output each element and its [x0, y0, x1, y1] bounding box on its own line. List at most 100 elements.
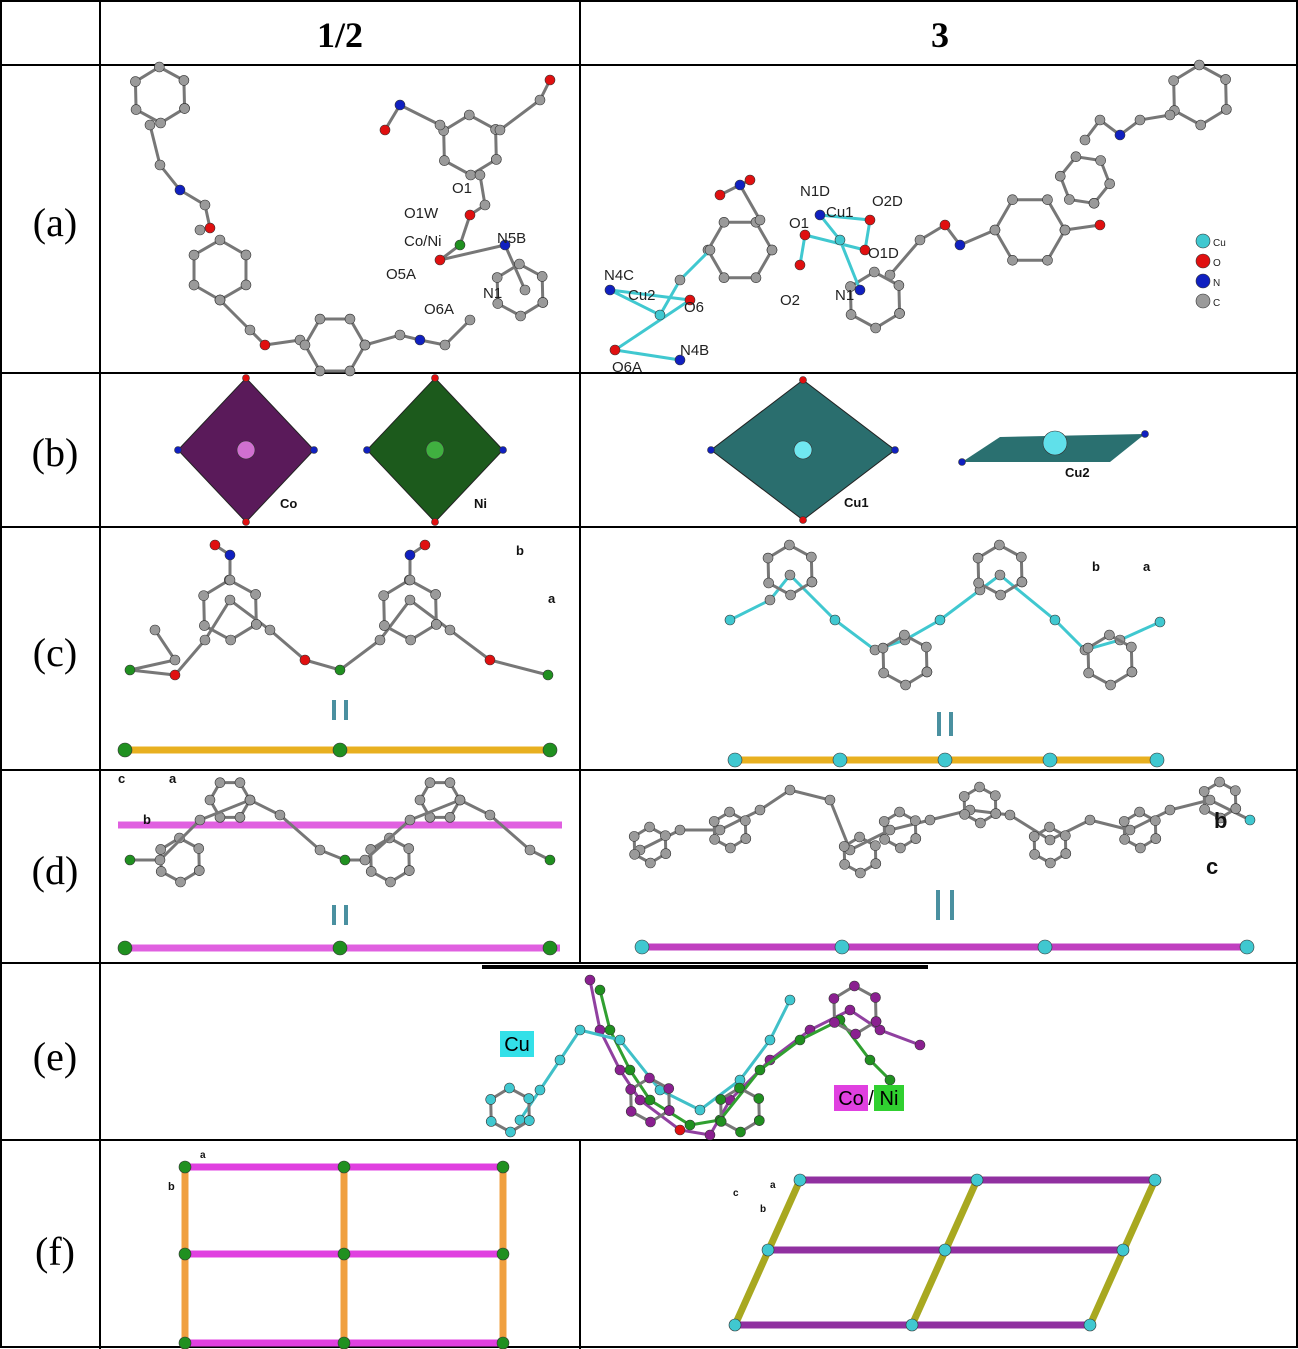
equal-mark [332, 700, 336, 720]
atom [555, 1055, 565, 1065]
atom [1150, 816, 1160, 826]
atom [786, 590, 796, 600]
atom [245, 325, 255, 335]
bond [220, 300, 300, 345]
axis-label: b [168, 1181, 175, 1193]
axis-label: a [770, 1180, 776, 1191]
atom [226, 635, 236, 645]
atom [754, 1094, 764, 1104]
atom [880, 834, 890, 844]
atom [973, 553, 983, 563]
atom [865, 1055, 875, 1065]
legend-label: Cu [1213, 238, 1226, 249]
atom [1221, 104, 1231, 114]
atom [846, 310, 856, 320]
axis-label: c [1206, 854, 1218, 879]
atom [150, 625, 160, 635]
atom [1200, 804, 1210, 814]
atom [895, 308, 905, 318]
bond [730, 575, 1160, 650]
atom [885, 1075, 895, 1085]
atom [892, 447, 899, 454]
atom [170, 670, 180, 680]
atom [991, 809, 1001, 819]
atom [537, 271, 547, 281]
atom [480, 200, 490, 210]
atom [156, 844, 166, 854]
atom [708, 447, 715, 454]
atom [835, 235, 845, 245]
atom [379, 591, 389, 601]
axis-label: a [1143, 559, 1151, 574]
atom [615, 1035, 625, 1045]
atom [1071, 152, 1081, 162]
atom [520, 285, 530, 295]
atom [1043, 255, 1053, 265]
atom [938, 753, 952, 767]
atom [506, 1127, 516, 1137]
atom [492, 273, 502, 283]
atom [605, 285, 615, 295]
atom [644, 1073, 654, 1083]
atom [425, 778, 435, 788]
atom [625, 1065, 635, 1075]
metal-tag: Cu [504, 1034, 530, 1056]
atom [785, 570, 795, 580]
atom [155, 855, 165, 865]
atom [260, 340, 270, 350]
atom [635, 1095, 645, 1105]
atom [497, 1161, 509, 1173]
atom [335, 665, 345, 675]
atom [935, 615, 945, 625]
atom [915, 235, 925, 245]
atom [906, 1319, 918, 1331]
atom [1045, 858, 1055, 868]
atom [514, 259, 524, 269]
atom [940, 220, 950, 230]
atom [645, 822, 655, 832]
atom [995, 570, 1005, 580]
atom [575, 1025, 585, 1035]
table-border [1, 1, 1297, 1347]
atom [975, 782, 985, 792]
axis-label: b [1092, 559, 1100, 574]
atom [475, 170, 485, 180]
atom [626, 1106, 636, 1116]
atom [871, 323, 881, 333]
atom [716, 1116, 726, 1126]
atom [380, 125, 390, 135]
bond [130, 800, 550, 860]
atom [1196, 294, 1210, 308]
atom [175, 185, 185, 195]
atom [1060, 225, 1070, 235]
atom [1149, 1174, 1161, 1186]
atom [910, 816, 920, 826]
atom [189, 280, 199, 290]
atom [959, 791, 969, 801]
atom [626, 1084, 636, 1094]
column-header: 1/2 [317, 15, 363, 55]
axis-label: a [169, 771, 177, 786]
atom [1005, 810, 1015, 820]
atom [315, 845, 325, 855]
bond [130, 600, 548, 675]
atom [1196, 234, 1210, 248]
atom [379, 621, 389, 631]
atom [1240, 940, 1254, 954]
atom [767, 245, 777, 255]
atom [1089, 198, 1099, 208]
atom [1008, 195, 1018, 205]
atom [435, 255, 445, 265]
atom [825, 795, 835, 805]
atom [1135, 843, 1145, 853]
bond [384, 580, 437, 640]
atom [415, 795, 425, 805]
atom [486, 1116, 496, 1126]
atom [996, 590, 1006, 600]
atom [275, 810, 285, 820]
atom [869, 267, 879, 277]
atom [199, 621, 209, 631]
atom [784, 540, 794, 550]
atom [360, 340, 370, 350]
atom [855, 868, 865, 878]
